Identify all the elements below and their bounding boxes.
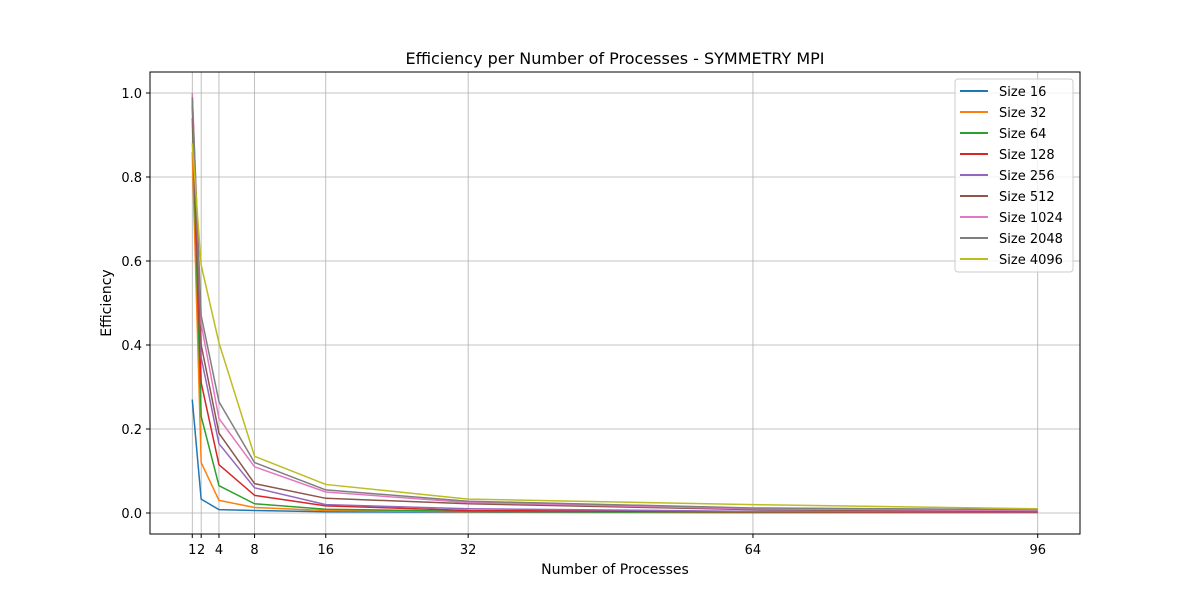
series-line-size-4096: [191, 143, 1038, 510]
x-tick-label: 4: [215, 543, 223, 558]
y-tick-label: 0.6: [121, 255, 142, 270]
x-tick-label: 96: [1029, 543, 1046, 558]
plot-area-frame: [149, 71, 1081, 535]
y-gridlines: [150, 92, 1080, 514]
y-tick-label: 0.0: [121, 507, 142, 522]
legend-label-size-256: Size 256: [999, 169, 1055, 184]
y-axis-label: Efficiency: [99, 269, 115, 336]
x-axis-label: Number of Processes: [541, 562, 689, 578]
series-lines: [191, 92, 1038, 514]
legend-label-size-128: Size 128: [999, 148, 1055, 163]
y-tick-label: 0.8: [121, 171, 142, 186]
x-tick-label: 2: [197, 543, 205, 558]
series-line-size-256: [191, 101, 1038, 513]
x-tick-label: 1: [188, 543, 196, 558]
legend-label-size-16: Size 16: [999, 85, 1046, 100]
series-line-size-2048: [191, 97, 1038, 511]
legend-label-size-1024: Size 1024: [999, 211, 1063, 226]
x-tick-label: 32: [460, 543, 477, 558]
series-line-size-1024: [191, 92, 1038, 512]
legend-label-size-512: Size 512: [999, 190, 1055, 205]
x-tick-label: 16: [317, 543, 334, 558]
legend: Size 16 Size 32 Size 64 Size 128 Size 256 Siz…: [954, 78, 1074, 273]
y-axis-ticks: 0.0 0.2 0.4 0.6 0.8 1.0: [121, 87, 150, 522]
legend-box: [954, 78, 1074, 273]
y-tick-label: 0.2: [121, 423, 142, 438]
series-line-size-512: [191, 97, 1038, 513]
x-tick-label: 8: [250, 543, 258, 558]
legend-label-size-64: Size 64: [999, 127, 1046, 142]
legend-label-size-32: Size 32: [999, 106, 1046, 121]
y-tick-label: 1.0: [121, 87, 142, 102]
x-axis-ticks: 1 2 4 8 16 32 64 96: [188, 534, 1046, 558]
legend-label-size-4096: Size 4096: [999, 253, 1063, 268]
legend-label-size-2048: Size 2048: [999, 232, 1063, 247]
chart-title: Efficiency per Number of Processes - SYM…: [405, 49, 824, 68]
x-tick-label: 64: [745, 543, 762, 558]
y-tick-label: 0.4: [121, 339, 142, 354]
